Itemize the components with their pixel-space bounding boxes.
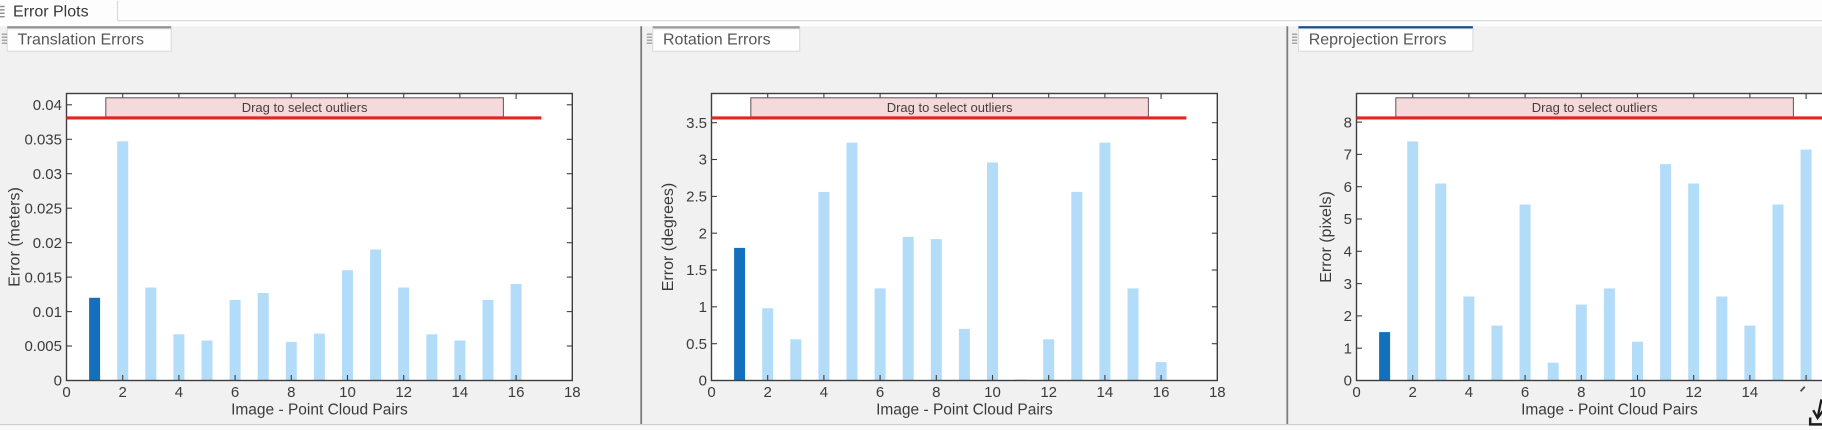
svg-text:6: 6 <box>1521 384 1529 401</box>
svg-text:3: 3 <box>699 152 707 169</box>
svg-text:16: 16 <box>1153 384 1170 401</box>
svg-text:Drag to select outliers: Drag to select outliers <box>242 100 368 115</box>
svg-text:0.03: 0.03 <box>33 166 62 183</box>
svg-text:0.01: 0.01 <box>33 304 62 321</box>
svg-text:1: 1 <box>699 299 707 316</box>
svg-text:Error Plots: Error Plots <box>13 4 89 21</box>
svg-text:12: 12 <box>395 384 412 401</box>
svg-text:0.005: 0.005 <box>24 338 62 355</box>
svg-text:8: 8 <box>932 384 940 401</box>
svg-text:0.02: 0.02 <box>33 235 62 252</box>
svg-text:14: 14 <box>452 384 469 401</box>
svg-text:Reprojection Errors: Reprojection Errors <box>1309 31 1447 48</box>
svg-text:1: 1 <box>1344 340 1352 357</box>
svg-text:Error (pixels): Error (pixels) <box>1318 191 1335 283</box>
svg-text:10: 10 <box>984 384 1001 401</box>
svg-text:7: 7 <box>1344 147 1352 164</box>
svg-text:Drag to select outliers: Drag to select outliers <box>887 100 1013 115</box>
svg-text:14: 14 <box>1097 384 1114 401</box>
svg-text:4: 4 <box>175 384 183 401</box>
svg-text:8: 8 <box>287 384 295 401</box>
svg-text:10: 10 <box>1629 384 1646 401</box>
svg-text:0.025: 0.025 <box>24 200 62 217</box>
svg-text:10: 10 <box>339 384 356 401</box>
svg-text:4: 4 <box>1465 384 1473 401</box>
svg-text:0.035: 0.035 <box>24 132 62 149</box>
svg-text:3.5: 3.5 <box>686 115 707 132</box>
svg-text:0: 0 <box>699 373 707 390</box>
svg-text:Error (meters): Error (meters) <box>7 187 24 287</box>
svg-text:0: 0 <box>62 384 70 401</box>
svg-text:2.5: 2.5 <box>686 189 707 206</box>
svg-text:3: 3 <box>1344 276 1352 293</box>
svg-text:2: 2 <box>699 225 707 242</box>
svg-text:Error (degrees): Error (degrees) <box>660 183 677 291</box>
svg-text:5: 5 <box>1344 211 1352 228</box>
svg-text:0: 0 <box>1352 384 1360 401</box>
svg-text:Image - Point Cloud Pairs: Image - Point Cloud Pairs <box>231 401 408 418</box>
svg-text:2: 2 <box>764 384 772 401</box>
svg-text:Image - Point Cloud Pairs: Image - Point Cloud Pairs <box>1521 401 1698 418</box>
svg-text:Translation Errors: Translation Errors <box>18 31 145 48</box>
svg-text:14: 14 <box>1742 384 1759 401</box>
svg-text:0.015: 0.015 <box>24 269 62 286</box>
svg-text:2: 2 <box>1409 384 1417 401</box>
svg-text:6: 6 <box>1344 179 1352 196</box>
svg-text:0: 0 <box>1344 373 1352 390</box>
svg-text:6: 6 <box>876 384 884 401</box>
svg-text:8: 8 <box>1577 384 1585 401</box>
svg-text:8: 8 <box>1344 114 1352 131</box>
svg-text:4: 4 <box>1344 244 1352 261</box>
svg-text:18: 18 <box>1209 384 1226 401</box>
svg-text:0.04: 0.04 <box>33 97 62 114</box>
svg-text:4: 4 <box>820 384 828 401</box>
svg-text:Image - Point Cloud Pairs: Image - Point Cloud Pairs <box>876 401 1053 418</box>
svg-text:Rotation Errors: Rotation Errors <box>663 31 771 48</box>
svg-text:2: 2 <box>119 384 127 401</box>
svg-text:1.5: 1.5 <box>686 262 707 279</box>
svg-text:18: 18 <box>564 384 581 401</box>
svg-text:12: 12 <box>1040 384 1057 401</box>
svg-text:0.5: 0.5 <box>686 336 707 353</box>
svg-text:0: 0 <box>54 373 62 390</box>
svg-text:6: 6 <box>231 384 239 401</box>
svg-text:12: 12 <box>1685 384 1702 401</box>
svg-text:0: 0 <box>707 384 715 401</box>
svg-text:2: 2 <box>1344 308 1352 325</box>
svg-text:Drag to select outliers: Drag to select outliers <box>1532 100 1658 115</box>
svg-text:16: 16 <box>508 384 525 401</box>
